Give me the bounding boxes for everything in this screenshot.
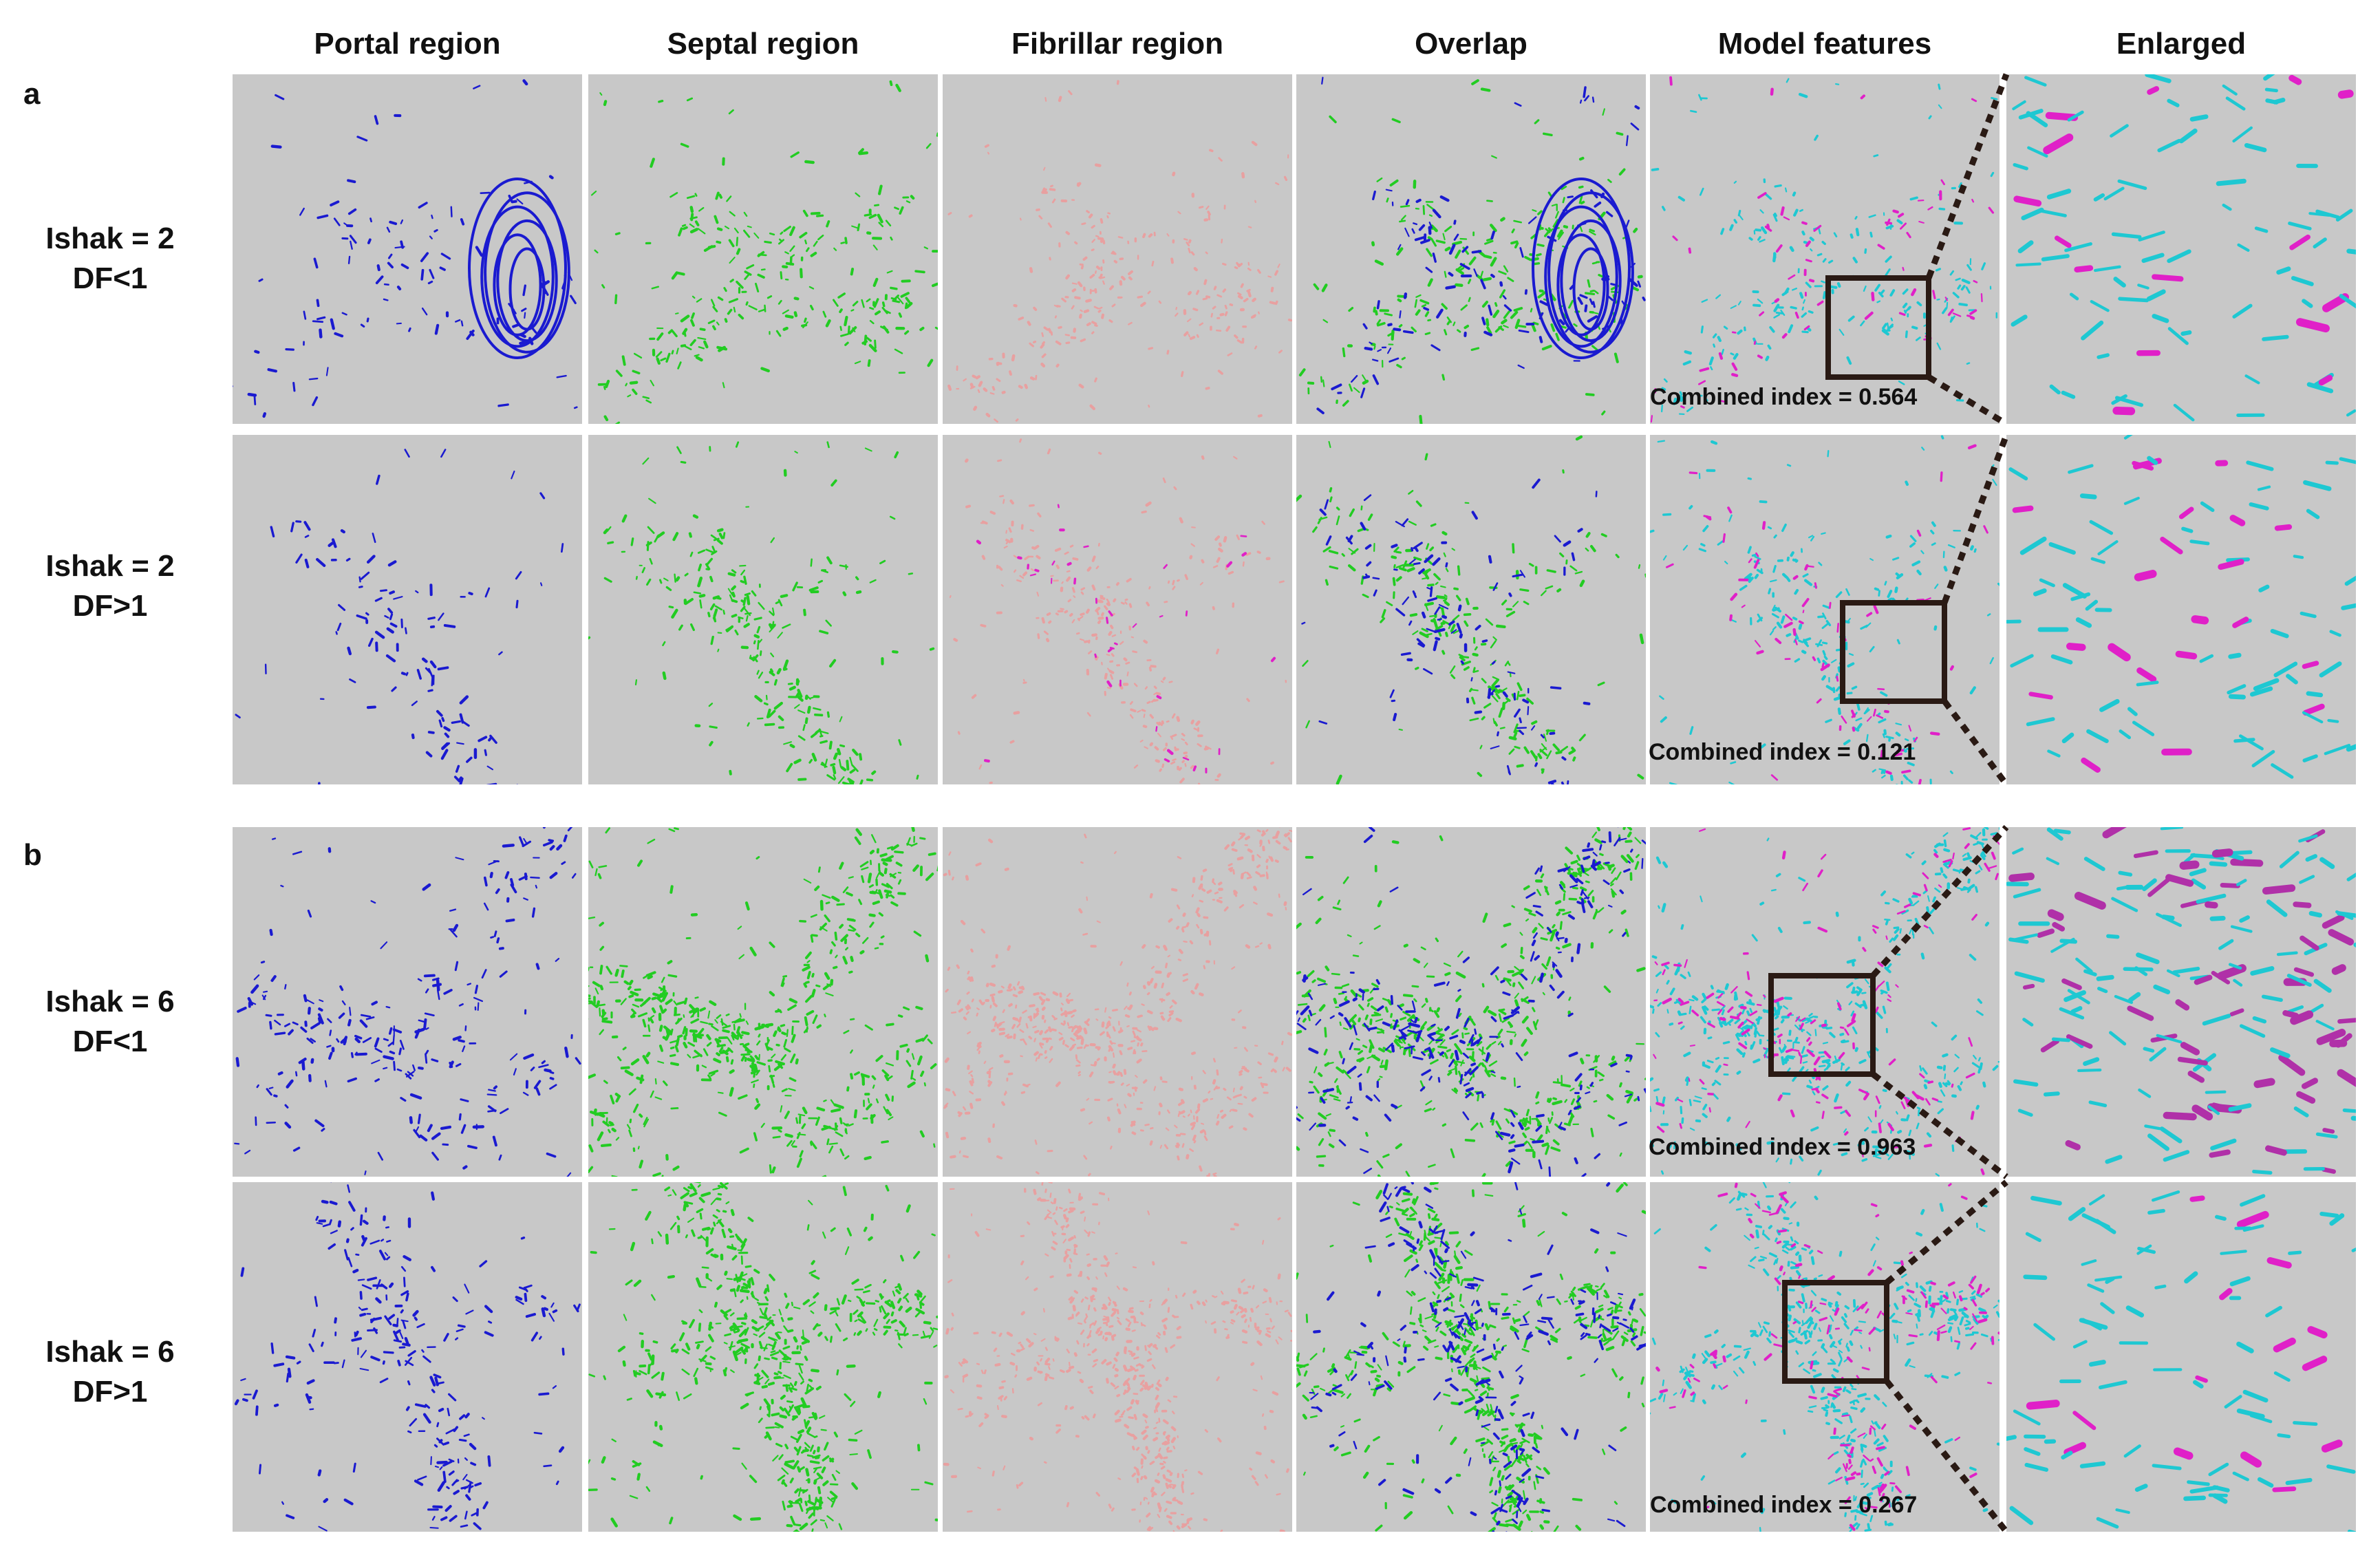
row-label-3: Ishak = 6 DF<1 — [7, 982, 213, 1062]
panel-septal-row-3 — [588, 827, 938, 1177]
panel-septal-row-1 — [588, 74, 938, 424]
panel-model-row-3 — [1650, 827, 2000, 1177]
row-label-ishak: Ishak = 6 — [45, 1335, 175, 1369]
panel-model-row-1 — [1650, 74, 2000, 424]
row-label-df: DF>1 — [72, 589, 148, 623]
panel-septal-row-4 — [588, 1182, 938, 1532]
panel-overlap-row-4 — [1296, 1182, 1646, 1532]
panel-portal-row-4 — [233, 1182, 582, 1532]
panel-portal-row-1 — [233, 74, 582, 424]
combined-index-label: Combined index = 0.564 — [1650, 384, 1918, 410]
panel-enlarged-row-4 — [2006, 1182, 2356, 1532]
panel-enlarged-row-2 — [2006, 435, 2356, 784]
row-label-1: Ishak = 2 DF<1 — [7, 219, 213, 299]
column-header-portal: Portal region — [314, 27, 501, 61]
panel-overlap-row-1 — [1296, 74, 1646, 424]
panel-portal-row-2 — [233, 435, 582, 784]
panel-model-row-2 — [1650, 435, 2000, 784]
panel-model-row-4 — [1650, 1182, 2000, 1532]
column-header-septal: Septal region — [667, 27, 859, 61]
panel-portal-row-3 — [233, 827, 582, 1177]
combined-index-label: Combined index = 0.963 — [1649, 1134, 1916, 1160]
column-header-fibrillar: Fibrillar region — [1011, 27, 1224, 61]
section-label-a: a — [23, 77, 41, 111]
panel-fibrillar-row-1 — [943, 74, 1292, 424]
column-header-overlap: Overlap — [1415, 27, 1527, 61]
combined-index-label: Combined index = 0.267 — [1650, 1492, 1918, 1518]
row-label-ishak: Ishak = 2 — [45, 222, 175, 255]
row-label-df: DF>1 — [72, 1375, 148, 1409]
row-label-ishak: Ishak = 6 — [45, 985, 175, 1018]
panel-overlap-row-3 — [1296, 827, 1646, 1177]
panel-enlarged-row-3 — [2006, 827, 2356, 1177]
row-label-df: DF<1 — [72, 261, 148, 295]
row-label-ishak: Ishak = 2 — [45, 549, 175, 583]
section-label-b: b — [23, 838, 42, 872]
panel-enlarged-row-1 — [2006, 74, 2356, 424]
combined-index-label: Combined index = 0.121 — [1649, 739, 1916, 765]
panel-fibrillar-row-3 — [943, 827, 1292, 1177]
row-label-df: DF<1 — [72, 1025, 148, 1058]
panel-fibrillar-row-2 — [943, 435, 1292, 784]
column-header-enlarged: Enlarged — [2116, 27, 2247, 61]
column-header-model-features: Model features — [1717, 27, 1932, 61]
panel-fibrillar-row-4 — [943, 1182, 1292, 1532]
panel-overlap-row-2 — [1296, 435, 1646, 784]
panel-septal-row-2 — [588, 435, 938, 784]
row-label-2: Ishak = 2 DF>1 — [7, 546, 213, 626]
row-label-4: Ishak = 6 DF>1 — [7, 1332, 213, 1412]
